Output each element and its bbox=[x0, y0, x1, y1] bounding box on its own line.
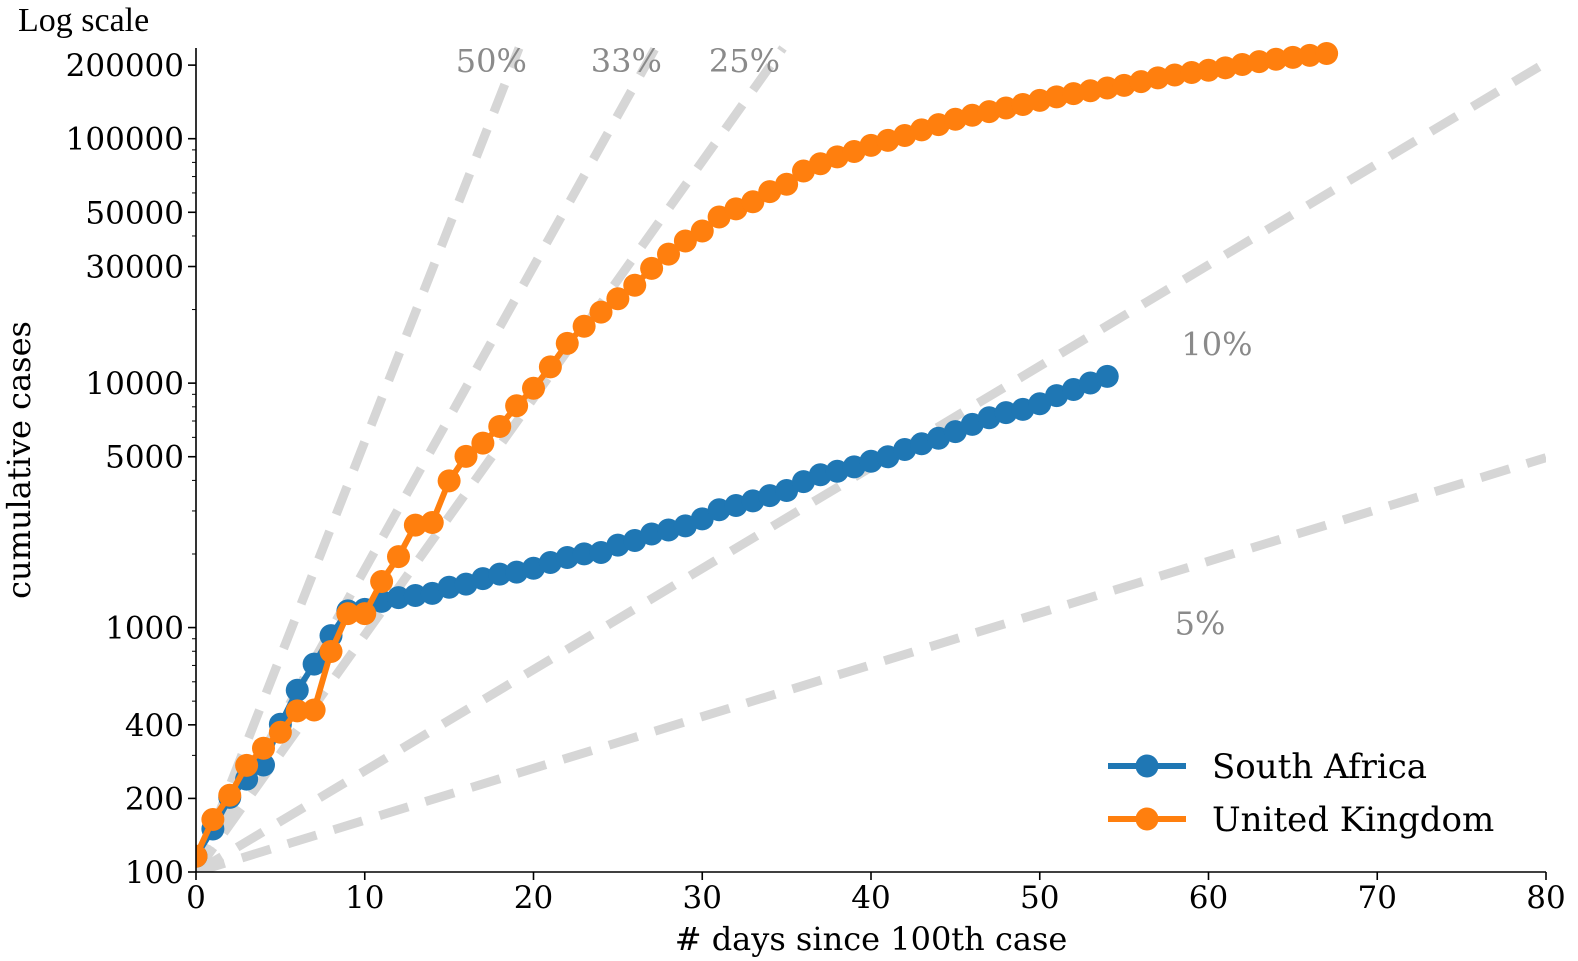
data-point bbox=[673, 229, 697, 253]
y-tick-label: 10000 bbox=[85, 366, 184, 402]
series-united-kingdom bbox=[196, 42, 1339, 868]
y-ticks: 100 200 400 1000 5000 10000 30000 50000 100000 20… bbox=[66, 48, 196, 891]
reference-line-25pct bbox=[196, 45, 787, 872]
reference-line-5pct bbox=[196, 453, 1546, 872]
x-axis-title: # days since 100th case bbox=[675, 920, 1068, 958]
reference-label-5pct: 5% bbox=[1175, 604, 1226, 642]
legend-marker-south-africa bbox=[1135, 754, 1159, 778]
data-point bbox=[1078, 79, 1102, 103]
reference-label-50pct: 50% bbox=[456, 42, 527, 80]
data-point bbox=[690, 507, 714, 531]
legend-marker-united-kingdom bbox=[1135, 807, 1159, 831]
data-point bbox=[623, 273, 647, 297]
data-point bbox=[572, 314, 596, 338]
data-point bbox=[437, 469, 461, 493]
data-point bbox=[690, 219, 714, 243]
data-point bbox=[387, 545, 410, 569]
data-point bbox=[218, 783, 242, 807]
data-point bbox=[1315, 42, 1339, 66]
data-point bbox=[420, 511, 444, 535]
x-tick-label: 40 bbox=[851, 880, 890, 916]
data-point bbox=[522, 376, 545, 400]
data-point bbox=[252, 736, 275, 760]
y-tick-label: 200 bbox=[125, 781, 184, 817]
data-point bbox=[488, 414, 512, 438]
data-point bbox=[1298, 43, 1322, 67]
data-point bbox=[572, 542, 596, 566]
y-tick-label: 100 bbox=[125, 855, 184, 891]
data-point bbox=[1281, 45, 1305, 69]
x-tick-label: 80 bbox=[1526, 880, 1565, 916]
data-point bbox=[285, 678, 309, 702]
y-tick-label: 100000 bbox=[66, 122, 184, 158]
legend-label-united-kingdom: United Kingdom bbox=[1212, 800, 1494, 840]
data-point bbox=[235, 753, 259, 777]
data-point bbox=[775, 479, 799, 503]
data-point bbox=[336, 602, 360, 626]
data-point bbox=[775, 172, 799, 196]
data-point bbox=[1247, 50, 1271, 74]
data-point bbox=[589, 300, 613, 324]
data-point bbox=[1095, 76, 1119, 100]
reference-label-10pct: 10% bbox=[1181, 326, 1252, 364]
data-point bbox=[555, 331, 579, 355]
legend: South Africa United Kingdom bbox=[1108, 747, 1494, 840]
data-point bbox=[302, 698, 326, 722]
x-tick-label: 20 bbox=[514, 880, 553, 916]
y-tick-label: 200000 bbox=[66, 48, 184, 84]
data-point bbox=[353, 602, 377, 626]
data-point bbox=[302, 652, 326, 676]
x-tick-label: 70 bbox=[1358, 880, 1397, 916]
y-tick-label: 50000 bbox=[85, 195, 184, 231]
reference-label-33pct: 33% bbox=[591, 42, 662, 80]
data-point bbox=[488, 562, 512, 586]
data-point bbox=[471, 431, 495, 455]
data-point bbox=[370, 570, 394, 594]
data-point bbox=[196, 844, 208, 868]
series-line-south-africa bbox=[196, 373, 1109, 858]
y-axis-title: cumulative cases bbox=[0, 321, 38, 599]
y-tick-label: 30000 bbox=[85, 250, 184, 286]
y-tick-label: 400 bbox=[125, 708, 184, 744]
data-point bbox=[403, 513, 427, 537]
data-point bbox=[454, 444, 478, 468]
series-layer bbox=[196, 42, 1339, 868]
series-line-united-kingdom bbox=[196, 50, 1327, 858]
data-point bbox=[640, 256, 664, 280]
data-point bbox=[201, 807, 225, 831]
data-point bbox=[285, 699, 309, 723]
data-point bbox=[1146, 66, 1170, 90]
data-point bbox=[1180, 60, 1204, 84]
y-tick-label: 5000 bbox=[105, 440, 184, 476]
data-point bbox=[387, 586, 410, 610]
x-tick-label: 50 bbox=[1020, 880, 1059, 916]
reference-line-50pct bbox=[196, 46, 524, 872]
data-point bbox=[741, 190, 765, 214]
data-point bbox=[657, 242, 680, 266]
data-point bbox=[606, 287, 630, 311]
data-point bbox=[319, 640, 343, 664]
log-scale-label: Log scale bbox=[18, 2, 150, 39]
x-ticks: 0 10 20 30 40 50 60 70 80 bbox=[186, 872, 1566, 916]
data-point bbox=[1264, 47, 1288, 71]
x-tick-label: 60 bbox=[1189, 880, 1228, 916]
y-tick-label: 1000 bbox=[105, 611, 184, 647]
data-point bbox=[505, 394, 529, 418]
x-tick-label: 30 bbox=[683, 880, 722, 916]
data-point bbox=[1197, 58, 1220, 82]
legend-label-south-africa: South Africa bbox=[1212, 747, 1427, 787]
x-tick-label: 10 bbox=[345, 880, 384, 916]
data-point bbox=[403, 583, 427, 607]
data-point bbox=[1163, 63, 1187, 87]
x-tick-label: 0 bbox=[186, 880, 206, 916]
reference-label-25pct: 25% bbox=[709, 42, 780, 80]
data-point bbox=[1095, 364, 1119, 388]
reference-labels: 50% 33% 25% 10% 5% bbox=[456, 42, 1253, 642]
data-point bbox=[252, 753, 275, 777]
data-point bbox=[268, 720, 292, 744]
data-point bbox=[538, 355, 562, 379]
